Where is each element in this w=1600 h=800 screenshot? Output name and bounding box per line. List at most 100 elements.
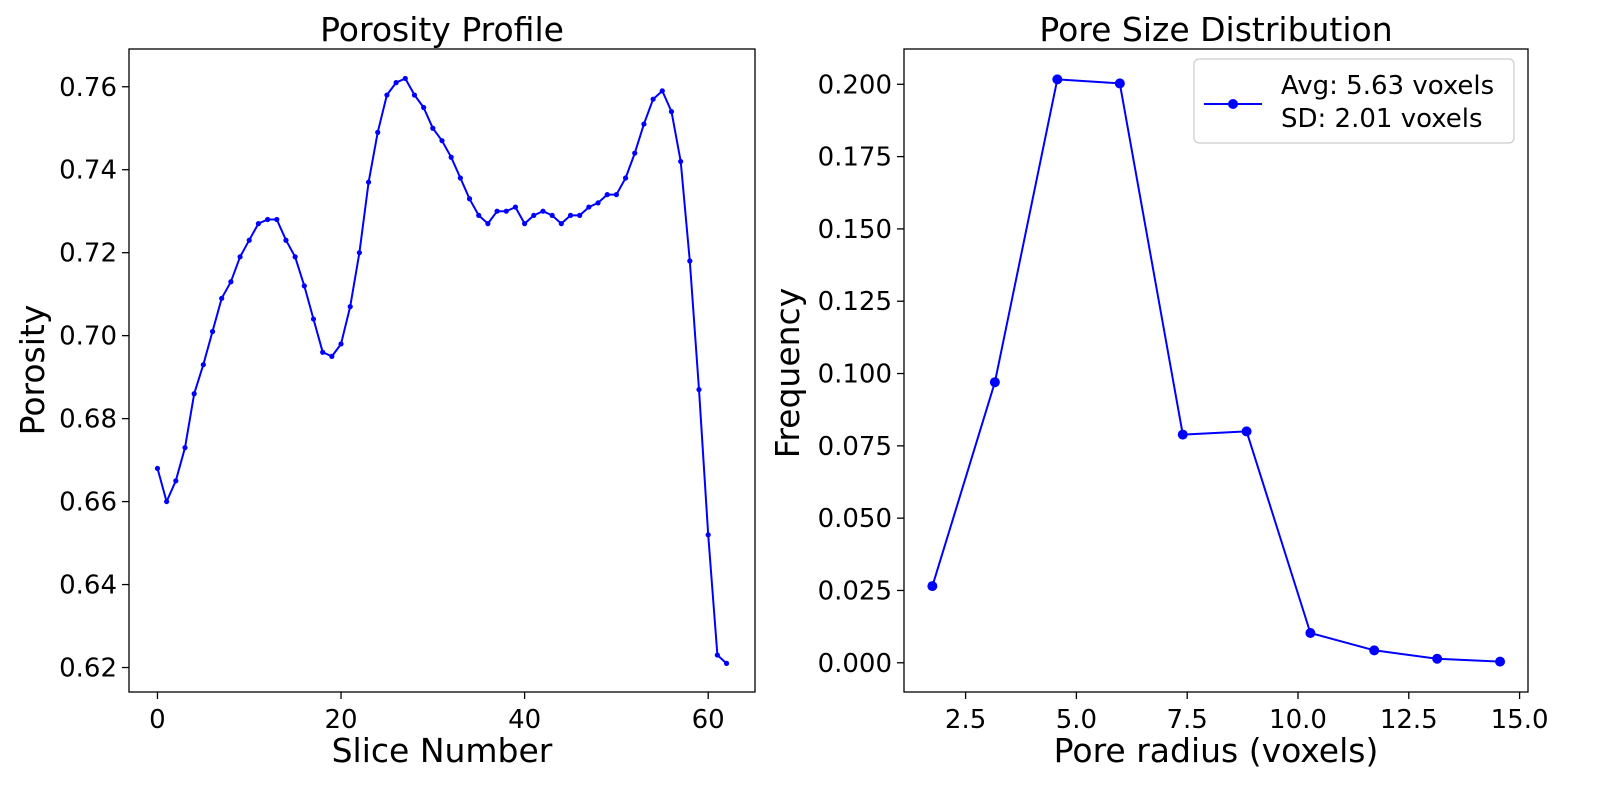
legend-line-1: Avg: 5.63 voxels <box>1281 71 1494 101</box>
data-point <box>347 304 353 310</box>
plot-frame <box>903 48 1529 693</box>
chart-title: Pore Size Distribution <box>1039 10 1392 49</box>
data-point <box>549 212 555 218</box>
data-point <box>301 283 307 289</box>
x-tick-label: 0 <box>149 705 166 735</box>
data-point <box>531 212 537 218</box>
y-tick-label: 0.050 <box>818 504 892 534</box>
data-point <box>228 279 234 285</box>
x-tick-label: 5.0 <box>1056 705 1097 735</box>
data-point <box>219 295 225 301</box>
data-point <box>1241 426 1252 437</box>
data-point <box>310 316 317 322</box>
data-point <box>494 208 500 214</box>
y-axis-title: Frequency <box>768 288 807 458</box>
data-point <box>173 478 179 484</box>
data-point <box>246 237 252 243</box>
data-point <box>320 349 326 355</box>
series-line <box>931 78 1501 663</box>
y-tick-label: 0.150 <box>818 215 892 245</box>
y-tick-label: 0.000 <box>818 649 892 679</box>
data-point <box>292 254 298 260</box>
data-point <box>659 88 665 94</box>
data-point <box>485 221 491 227</box>
data-point <box>595 200 601 206</box>
data-point <box>237 254 243 260</box>
data-point <box>512 204 519 210</box>
data-point <box>1369 645 1380 656</box>
data-point <box>613 192 619 198</box>
data-point <box>265 216 271 223</box>
data-point <box>723 660 730 666</box>
data-point <box>329 353 335 359</box>
data-point <box>421 104 427 111</box>
legend-line-2: SD: 2.01 voxels <box>1281 104 1483 134</box>
data-point <box>164 498 170 505</box>
data-point <box>457 175 463 181</box>
data-point <box>375 129 381 135</box>
data-point <box>1114 78 1125 89</box>
legend-box <box>1193 58 1515 144</box>
data-point <box>696 386 702 393</box>
x-tick-label: 20 <box>324 705 357 735</box>
data-point <box>356 250 362 256</box>
y-tick-label: 0.200 <box>818 70 892 100</box>
x-axis-title: Pore radius (voxels) <box>1054 731 1379 770</box>
data-point <box>283 237 289 243</box>
y-tick-label: 0.74 <box>59 156 117 186</box>
data-point <box>577 212 583 218</box>
data-point <box>678 158 684 165</box>
data-point <box>402 75 408 82</box>
y-tick-label: 0.64 <box>59 571 117 601</box>
data-point <box>430 125 436 131</box>
data-point <box>384 92 390 98</box>
legend: Avg: 5.63 voxels SD: 2.01 voxels <box>1193 58 1515 144</box>
x-tick-label: 40 <box>508 705 541 735</box>
axis-ticks: 2.5 5.0 7.5 10.0 12.5 15.0 0.000 0.025 0.050 0.07… <box>818 70 1549 735</box>
y-tick-label: 0.125 <box>818 287 892 317</box>
x-axis-title: Slice Number <box>332 731 553 770</box>
data-point <box>522 221 528 227</box>
y-tick-label: 0.72 <box>59 239 117 269</box>
data-point <box>1432 653 1443 664</box>
data-point <box>338 341 344 347</box>
data-point <box>622 175 629 181</box>
y-tick-label: 0.175 <box>818 143 892 173</box>
data-point <box>687 258 693 264</box>
y-axis-title: Porosity <box>13 305 52 436</box>
data-point <box>567 212 574 218</box>
y-tick-label: 0.66 <box>59 488 117 518</box>
data-point <box>1305 627 1316 638</box>
data-point <box>1495 656 1506 667</box>
data-series <box>927 74 1506 667</box>
data-point <box>448 154 454 160</box>
x-tick-label: 2.5 <box>945 705 986 735</box>
data-point <box>466 196 473 202</box>
plot-frame <box>128 48 756 693</box>
data-point <box>182 445 188 451</box>
data-point <box>540 208 546 214</box>
axis-ticks: 0 20 40 60 0.62 0.64 0.66 0.68 0.70 0.72 0.74 0.76 <box>59 73 725 735</box>
data-point <box>989 377 1000 388</box>
data-point <box>650 96 656 102</box>
data-point <box>209 328 216 335</box>
x-tick-label: 12.5 <box>1380 705 1438 735</box>
data-point <box>503 208 509 214</box>
data-point <box>200 362 206 368</box>
data-series <box>154 75 730 666</box>
pore-size-distribution-chart: Pore Size Distribution 2.5 5.0 7.5 10.0 12.5… <box>768 10 1549 770</box>
data-point <box>632 150 638 156</box>
data-point <box>365 179 372 185</box>
data-point <box>927 581 938 592</box>
data-point <box>439 138 445 144</box>
data-point <box>274 216 280 223</box>
data-point <box>255 221 262 227</box>
data-point <box>604 192 610 198</box>
y-tick-label: 0.68 <box>59 405 117 435</box>
data-point <box>558 221 564 227</box>
y-tick-label: 0.70 <box>59 322 117 352</box>
data-point <box>586 204 592 210</box>
x-tick-label: 60 <box>692 705 725 735</box>
x-tick-label: 15.0 <box>1491 705 1549 735</box>
